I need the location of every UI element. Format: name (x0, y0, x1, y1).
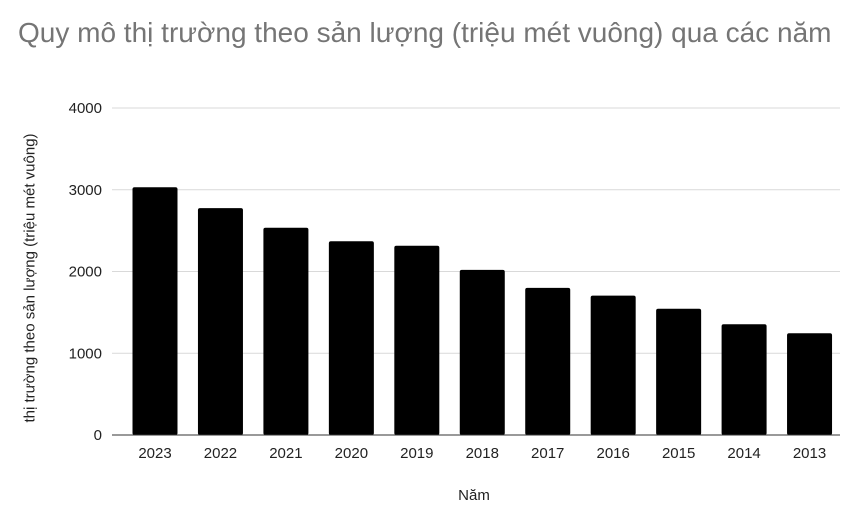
x-tick-label: 2016 (596, 445, 629, 462)
bar-2018 (459, 269, 505, 435)
x-tick-label: 2017 (531, 445, 564, 462)
bar-2017 (525, 287, 571, 435)
y-tick-label: 0 (94, 427, 102, 444)
bars (132, 187, 833, 435)
x-tick-label: 2021 (269, 445, 302, 462)
x-tick-labels: 2023 2022 2021 2020 2019 2018 2017 2016 2015 2014… (138, 445, 826, 462)
x-tick-label: 2013 (793, 445, 826, 462)
bar-2023 (132, 187, 178, 435)
x-axis-label: Năm (458, 487, 490, 504)
bar-2020 (328, 241, 374, 435)
y-tick-label: 1000 (69, 345, 102, 362)
y-tick-label: 3000 (69, 182, 102, 199)
bar-2015 (656, 308, 702, 435)
x-tick-label: 2014 (727, 445, 760, 462)
x-tick-label: 2018 (466, 445, 499, 462)
bar-2021 (263, 227, 309, 435)
y-tick-labels: 0 1000 2000 3000 4000 (69, 100, 102, 444)
x-tick-label: 2019 (400, 445, 433, 462)
x-tick-label: 2023 (138, 445, 171, 462)
x-tick-label: 2022 (204, 445, 237, 462)
bar-2014 (721, 324, 767, 435)
bar-2022 (197, 208, 243, 435)
chart-title: Quy mô thị trường theo sản lượng (triệu … (18, 17, 832, 48)
x-tick-label: 2020 (335, 445, 368, 462)
x-tick-label: 2015 (662, 445, 695, 462)
bar-2013 (787, 333, 833, 435)
bar-2016 (590, 295, 636, 435)
y-tick-label: 2000 (69, 264, 102, 281)
y-tick-label: 4000 (69, 100, 102, 117)
bar-2019 (394, 245, 440, 435)
